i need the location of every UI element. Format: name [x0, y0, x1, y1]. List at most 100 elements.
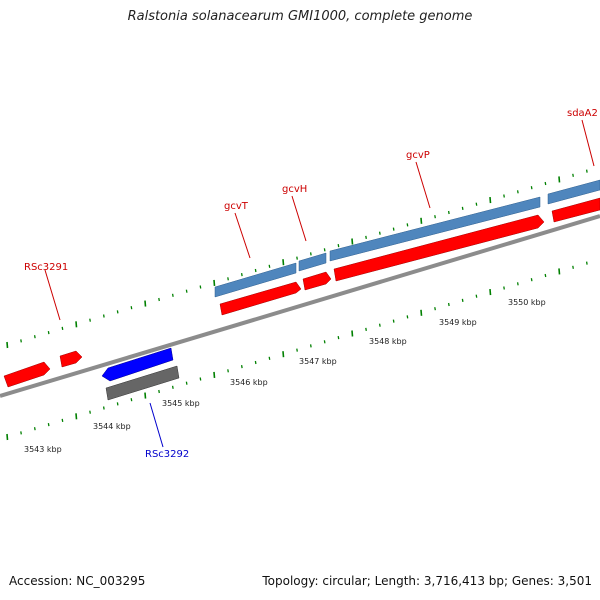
upper-track-minor-tick	[406, 223, 409, 227]
lower-track-minor-tick	[199, 377, 202, 381]
lower-track-minor-tick	[378, 323, 381, 327]
cds-arrow-gcvT[interactable]	[219, 281, 302, 316]
lower-track-minor-tick	[309, 344, 312, 348]
upper-track-minor-tick	[296, 256, 298, 260]
lower-track-minor-tick	[130, 398, 133, 402]
lower-track-minor-tick	[337, 335, 340, 340]
upper-track-minor-tick	[171, 293, 174, 297]
gene-label-gcvP[interactable]: gcvP	[406, 150, 430, 161]
lower-track-major-tick	[489, 289, 492, 296]
upper-track-minor-tick	[61, 326, 64, 331]
upper-track-minor-tick	[503, 194, 505, 198]
gene-label-gcvT[interactable]: gcvT	[224, 201, 249, 212]
upper-track-minor-tick	[102, 314, 105, 318]
scale-label-3546: 3546 kbp	[230, 378, 268, 387]
lower-track-major-tick	[213, 371, 216, 378]
lower-track-minor-tick	[268, 356, 271, 360]
lower-track-minor-tick	[116, 402, 119, 406]
gene-bar-gcvP[interactable]	[329, 196, 541, 262]
gene-label-gcvH[interactable]: gcvH	[282, 184, 307, 195]
lower-track-minor-tick	[585, 261, 588, 265]
lower-track-minor-tick	[447, 302, 450, 307]
scale-label-3544: 3544 kbp	[93, 422, 131, 431]
upper-track-minor-tick	[130, 306, 133, 310]
upper-track-minor-tick	[434, 215, 436, 219]
lower-track-major-tick	[282, 351, 285, 358]
upper-track-minor-tick	[47, 330, 50, 335]
lower-track-major-tick	[75, 413, 78, 420]
upper-track-minor-tick	[516, 190, 519, 194]
upper-track-major-tick	[213, 279, 216, 286]
lower-track-minor-tick	[530, 278, 533, 282]
cds-arrow-gcvP[interactable]	[333, 214, 545, 282]
scale-label-3548: 3548 kbp	[369, 337, 407, 346]
gene-bar-gcvH[interactable]	[298, 252, 327, 272]
lower-track-minor-tick	[171, 385, 174, 389]
upper-track-minor-tick	[447, 210, 450, 215]
upper-track-minor-tick	[116, 310, 119, 314]
lower-track-major-tick	[420, 309, 423, 316]
gene-bar-gcvT[interactable]	[214, 262, 297, 298]
gene-label-sdaA2[interactable]: sdaA2	[567, 108, 598, 119]
gene-bar-RSc3292[interactable]	[105, 365, 180, 401]
lower-track-minor-tick	[503, 286, 505, 290]
upper-track-minor-tick	[572, 173, 574, 177]
label-pointer-gcvP	[415, 161, 431, 209]
upper-track-minor-tick	[158, 297, 160, 302]
lower-track-minor-tick	[296, 348, 298, 352]
lower-track-minor-tick	[365, 327, 367, 332]
lower-track-minor-tick	[323, 340, 326, 344]
lower-track-minor-tick	[544, 273, 547, 278]
lower-track-major-tick	[144, 392, 147, 399]
upper-track-major-tick	[420, 217, 423, 224]
scale-label-3543: 3543 kbp	[24, 445, 62, 454]
lower-track-minor-tick	[185, 381, 188, 385]
upper-track-major-tick	[351, 238, 354, 245]
lower-track-minor-tick	[434, 307, 436, 311]
upper-track-minor-tick	[227, 277, 229, 281]
lower-track-major-tick	[351, 330, 354, 337]
gene-bar-sdaA2[interactable]	[547, 179, 600, 205]
upper-track-minor-tick	[461, 206, 464, 211]
lower-track-minor-tick	[406, 315, 409, 319]
lower-track-minor-tick	[392, 319, 395, 323]
label-pointer-RSc3292	[149, 402, 164, 448]
genome-backbone	[0, 214, 600, 398]
gene-label-RSc3291[interactable]: RSc3291	[24, 262, 68, 273]
lower-track-minor-tick	[254, 360, 257, 365]
lower-track-major-tick	[6, 433, 9, 441]
upper-track-minor-tick	[185, 289, 188, 293]
upper-track-minor-tick	[309, 252, 312, 256]
upper-track-major-tick	[144, 300, 147, 307]
scale-label-3549: 3549 kbp	[439, 318, 477, 327]
label-pointer-sdaA2	[581, 119, 595, 167]
cds-arrow-sdaA2[interactable]	[551, 197, 600, 223]
label-pointer-RSc3291	[44, 269, 61, 321]
upper-track-major-tick	[6, 341, 9, 349]
upper-track-major-tick	[558, 176, 561, 183]
upper-track-minor-tick	[323, 248, 326, 252]
upper-track-minor-tick	[33, 335, 36, 339]
upper-track-minor-tick	[268, 264, 271, 268]
lower-track-minor-tick	[47, 422, 50, 427]
lower-track-minor-tick	[516, 282, 519, 286]
upper-track-minor-tick	[240, 272, 243, 277]
genome-summary-text: Topology: circular; Length: 3,716,413 bp…	[262, 574, 592, 588]
lower-track-minor-tick	[227, 369, 229, 373]
cds-arrow-left[interactable]	[3, 361, 51, 388]
scale-label-3545: 3545 kbp	[162, 399, 200, 408]
lower-track-major-tick	[558, 268, 561, 275]
upper-track-minor-tick	[365, 235, 367, 240]
gene-label-RSc3292[interactable]: RSc3292	[145, 449, 189, 460]
cds-arrow-RSc3292[interactable]	[101, 347, 174, 382]
cds-arrow-RSc3291[interactable]	[59, 350, 83, 368]
cds-arrow-gcvH[interactable]	[302, 271, 332, 291]
upper-track-minor-tick	[20, 339, 22, 343]
scale-label-3550: 3550 kbp	[508, 298, 546, 307]
upper-track-minor-tick	[392, 227, 395, 231]
upper-track-minor-tick	[544, 181, 547, 186]
upper-track-major-tick	[489, 197, 492, 204]
label-pointer-gcvT	[234, 212, 251, 259]
lower-tick-track	[6, 261, 588, 441]
upper-track-major-tick	[282, 259, 285, 266]
